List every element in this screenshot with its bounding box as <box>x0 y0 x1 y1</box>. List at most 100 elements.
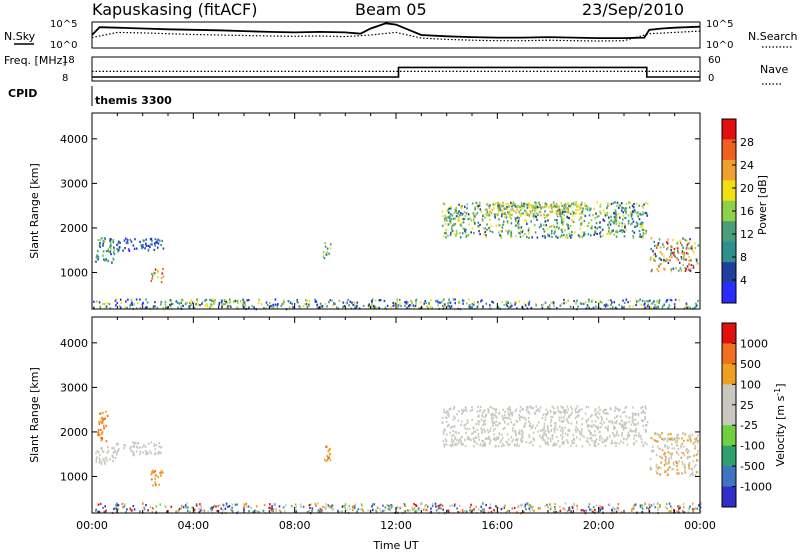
velocity-cell <box>150 441 153 444</box>
power-cell <box>587 224 589 227</box>
power-cell <box>563 234 565 237</box>
velocity-cell <box>96 456 98 459</box>
power-cell <box>109 240 111 243</box>
velocity-cell <box>133 454 135 457</box>
power-cell <box>384 306 387 309</box>
power-cell <box>584 214 587 217</box>
velocity-colorbar-swatch <box>722 445 736 467</box>
power-cell <box>528 227 530 230</box>
velocity-xtick-label: 20:00 <box>583 519 615 532</box>
velocity-cell <box>515 419 518 422</box>
power-cell <box>471 303 474 306</box>
velocity-cell <box>690 440 692 443</box>
power-cell <box>510 222 513 225</box>
velocity-cell <box>98 460 101 463</box>
velocity-cell <box>328 453 331 456</box>
velocity-cell <box>95 460 98 463</box>
velocity-cell <box>457 442 460 445</box>
power-cell <box>277 303 279 306</box>
velocity-cell <box>670 510 672 513</box>
velocity-cell <box>353 505 356 508</box>
power-cell <box>580 221 583 224</box>
power-cell <box>157 242 160 245</box>
power-cell <box>373 304 375 308</box>
power-cell <box>532 213 535 216</box>
velocity-cell <box>549 503 551 506</box>
velocity-cell <box>318 508 321 511</box>
velocity-cell <box>262 509 265 512</box>
velocity-cell <box>616 432 618 435</box>
velocity-cell <box>487 431 490 434</box>
velocity-cell <box>104 457 107 460</box>
velocity-cell <box>571 407 573 411</box>
velocity-cell <box>564 411 567 414</box>
velocity-cell <box>514 430 516 433</box>
velocity-cell <box>678 460 680 463</box>
velocity-cell <box>131 450 134 453</box>
velocity-cell <box>644 441 646 444</box>
velocity-cell <box>103 460 105 463</box>
power-cell <box>539 211 542 214</box>
power-cell <box>353 302 356 305</box>
power-cell <box>450 225 453 228</box>
velocity-cell <box>106 414 109 417</box>
velocity-cell <box>600 419 603 422</box>
velocity-cell <box>473 445 475 448</box>
velocity-cell <box>115 510 118 513</box>
power-cell <box>620 209 623 212</box>
power-cell <box>137 301 139 305</box>
power-cell <box>675 267 677 270</box>
power-cell <box>686 239 688 242</box>
power-cell <box>514 224 517 227</box>
velocity-cell <box>154 481 156 484</box>
power-cell <box>497 208 500 211</box>
power-cell <box>621 306 623 309</box>
noise-left-tick-bottom: 10^0 <box>50 40 77 51</box>
power-cell <box>457 212 459 215</box>
power-cell <box>507 232 509 235</box>
power-cell <box>602 234 604 237</box>
velocity-cell <box>486 429 489 432</box>
velocity-cell <box>683 511 686 514</box>
velocity-cell <box>232 511 234 514</box>
power-cell <box>470 231 472 234</box>
power-cell <box>625 202 628 205</box>
power-cell <box>570 218 573 222</box>
power-cell <box>538 205 541 208</box>
power-cell <box>348 304 350 307</box>
power-cell <box>562 214 565 217</box>
velocity-cell <box>300 505 302 508</box>
power-cell <box>243 302 246 305</box>
power-cell <box>476 212 479 215</box>
velocity-cell <box>585 406 588 409</box>
power-cell <box>467 213 470 216</box>
power-cell <box>569 212 572 215</box>
velocity-cell <box>688 507 690 510</box>
power-cell <box>590 227 593 230</box>
power-cell <box>546 227 549 230</box>
power-cell <box>521 207 523 210</box>
velocity-cell <box>544 418 547 422</box>
power-cell <box>528 206 531 209</box>
velocity-cell <box>456 413 458 416</box>
power-cell <box>616 215 618 218</box>
power-cell <box>116 302 119 305</box>
power-cell <box>473 214 476 217</box>
power-cell <box>497 213 499 216</box>
velocity-cell <box>577 414 580 417</box>
power-cell <box>630 215 633 218</box>
power-cell <box>160 303 162 306</box>
velocity-cell <box>489 503 492 506</box>
velocity-cell <box>352 506 355 509</box>
velocity-cell <box>309 503 312 506</box>
power-cell <box>485 214 488 217</box>
power-cell <box>124 247 126 250</box>
power-cell <box>499 224 502 227</box>
power-cell <box>474 208 476 211</box>
velocity-cell <box>471 432 474 435</box>
power-cell <box>632 206 635 209</box>
power-cell <box>141 244 144 247</box>
velocity-cell <box>490 439 492 442</box>
power-cell <box>614 209 617 212</box>
power-cell <box>695 302 697 305</box>
